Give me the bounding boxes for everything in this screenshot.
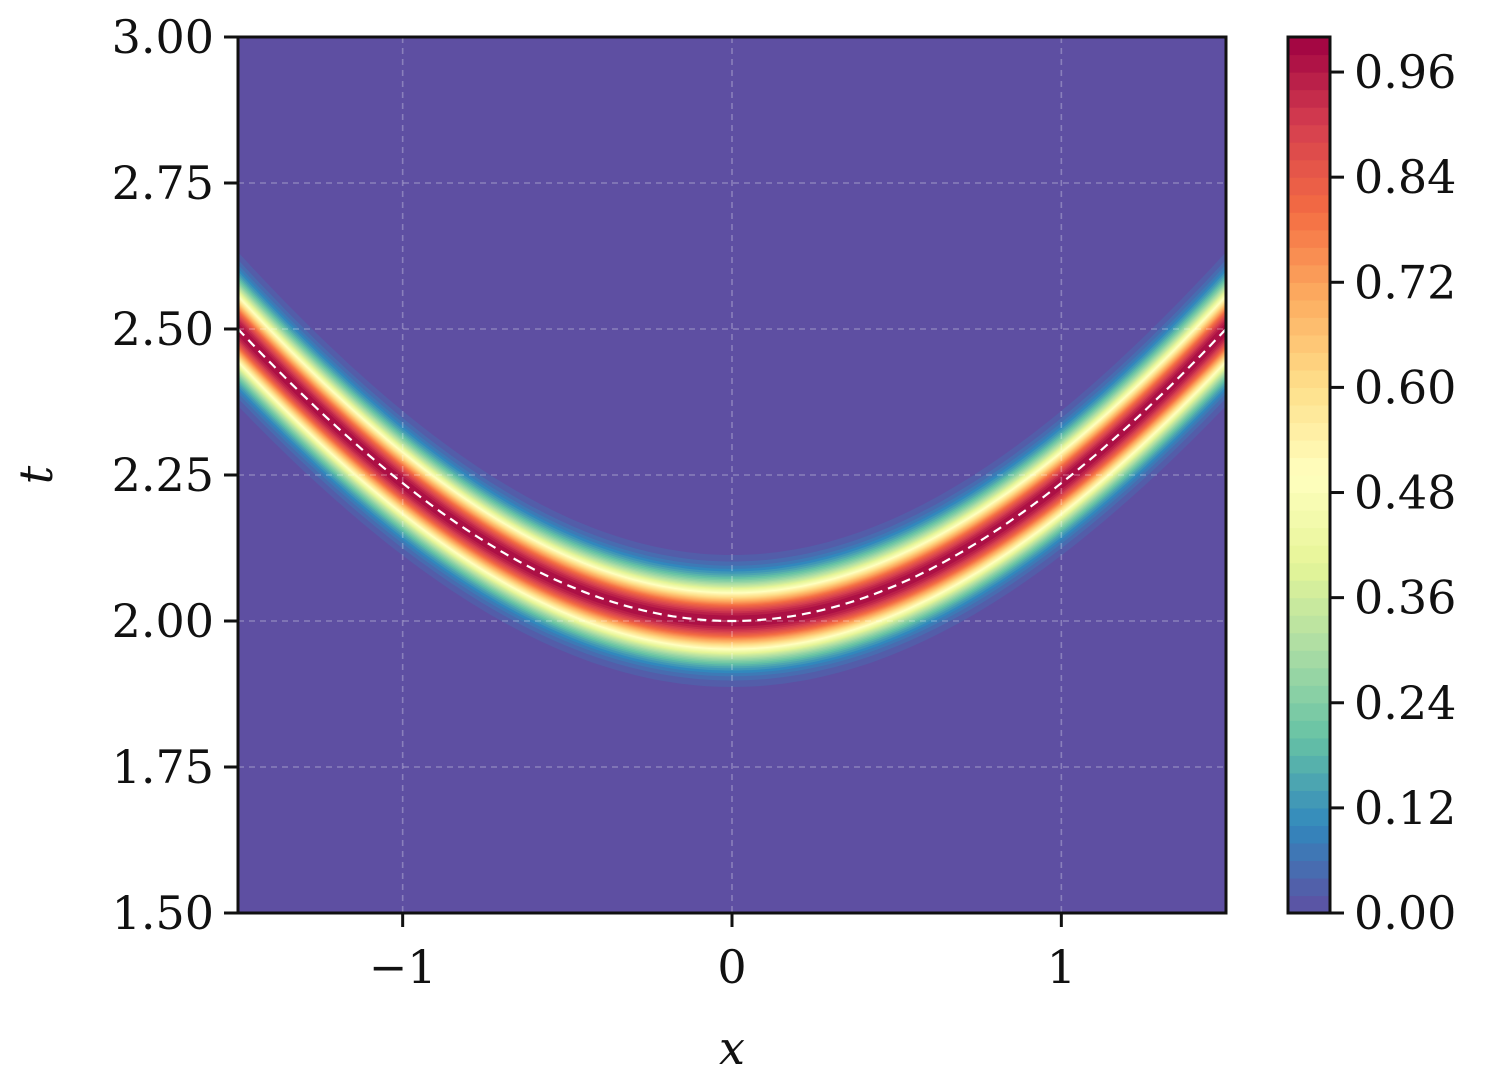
colorbar-segment: [1288, 510, 1330, 529]
y-tick-label: 2.00: [112, 594, 214, 648]
colorbar-segment: [1288, 439, 1330, 459]
field-band: [238, 252, 1226, 687]
colorbar-segment: [1288, 737, 1330, 756]
x-tick-label: 1: [1047, 940, 1076, 994]
colorbar-tick-label: 0.48: [1354, 466, 1456, 520]
x-tick-label: −1: [369, 940, 437, 994]
colorbar-tick-label: 0.36: [1354, 571, 1456, 625]
colorbar-tick-label: 0.00: [1354, 886, 1456, 940]
plot-area: [238, 36, 1226, 914]
colorbar-tick-label: 0.84: [1354, 150, 1456, 204]
colorbar-segment: [1288, 860, 1330, 879]
colorbar-segment: [1288, 89, 1330, 108]
colorbar-segment: [1288, 615, 1330, 634]
colorbar-segment: [1288, 825, 1330, 844]
colorbar: 0.00 0.12 0.24 0.36 0.48 0.60 0.72 0.84 0.96: [1286, 35, 1456, 940]
y-tick-label: 2.50: [112, 302, 214, 356]
colorbar-tick-label: 0.72: [1354, 255, 1456, 309]
colorbar-segment: [1288, 597, 1330, 616]
colorbar-segment: [1288, 54, 1330, 73]
colorbar-segment: [1288, 475, 1330, 494]
colorbar-segment: [1288, 212, 1330, 231]
y-tick-label: 2.25: [112, 448, 214, 502]
colorbar-segment: [1288, 895, 1330, 914]
y-tick-label: 1.50: [112, 886, 214, 940]
colorbar-segment: [1288, 842, 1330, 862]
colorbar-segment: [1288, 159, 1330, 178]
colorbar-segment: [1288, 562, 1330, 581]
colorbar-segment: [1288, 632, 1330, 651]
colorbar-segment: [1288, 369, 1330, 388]
y-tick-label: 1.75: [112, 740, 214, 794]
colorbar-segment: [1288, 492, 1330, 511]
colorbar-segment: [1288, 37, 1330, 56]
y-axis-label: t: [9, 465, 63, 484]
colorbar-tick-label: 0.24: [1354, 676, 1456, 730]
colorbar-segment: [1288, 229, 1330, 248]
colorbar-segment: [1288, 142, 1330, 161]
colorbar-segment: [1288, 772, 1330, 791]
colorbar-segment: [1288, 650, 1330, 669]
colorbar-segment: [1288, 685, 1330, 704]
colorbar-segment: [1288, 755, 1330, 774]
colorbar-segment: [1288, 457, 1330, 476]
colorbar-segment: [1288, 807, 1330, 826]
colorbar-segment: [1288, 299, 1330, 318]
x-tick-label: 0: [717, 940, 746, 994]
colorbar-segment: [1288, 282, 1330, 301]
axes: −1 0 1 1.50 1.75 2.00 2.25 2.50 2.75 3.00 x t: [9, 10, 1228, 1075]
colorbar-segment: [1288, 124, 1330, 143]
field-level: [238, 315, 1226, 633]
colorbar-segment: [1288, 667, 1330, 686]
colorbar-segment: [1288, 387, 1330, 406]
colorbar-frame: [1286, 35, 1332, 915]
colorbar-segment: [1288, 545, 1330, 564]
y-tick-label: 3.00: [112, 10, 214, 64]
colorbar-segment: [1288, 107, 1330, 126]
colorbar-segment: [1288, 194, 1330, 213]
ridge-dashed-line: [238, 328, 1226, 623]
colorbar-segment: [1288, 334, 1330, 353]
y-tick-label: 2.75: [112, 156, 214, 210]
colorbar-segment: [1288, 264, 1330, 283]
colorbar-segment: [1288, 317, 1330, 336]
field-level: [238, 314, 1226, 634]
colorbar-segment: [1288, 790, 1330, 809]
colorbar-segment: [1288, 247, 1330, 266]
colorbar-segment: [1288, 422, 1330, 441]
colorbar-segment: [1288, 720, 1330, 739]
colorbar-segment: [1288, 404, 1330, 424]
grid: [238, 36, 1226, 914]
colorbar-tick-label: 0.60: [1354, 360, 1456, 414]
colorbar-segment: [1288, 527, 1330, 546]
colorbar-segment: [1288, 877, 1330, 897]
x-axis-label: x: [719, 1021, 745, 1072]
colorbar-segment: [1288, 352, 1330, 371]
colorbar-segment: [1288, 702, 1330, 721]
colorbar-tick-label: 0.96: [1354, 45, 1456, 99]
colorbar-tick-label: 0.12: [1354, 781, 1456, 835]
colorbar-segment: [1288, 72, 1330, 91]
colorbar-segment: [1288, 177, 1330, 196]
colorbar-segment: [1288, 580, 1330, 599]
